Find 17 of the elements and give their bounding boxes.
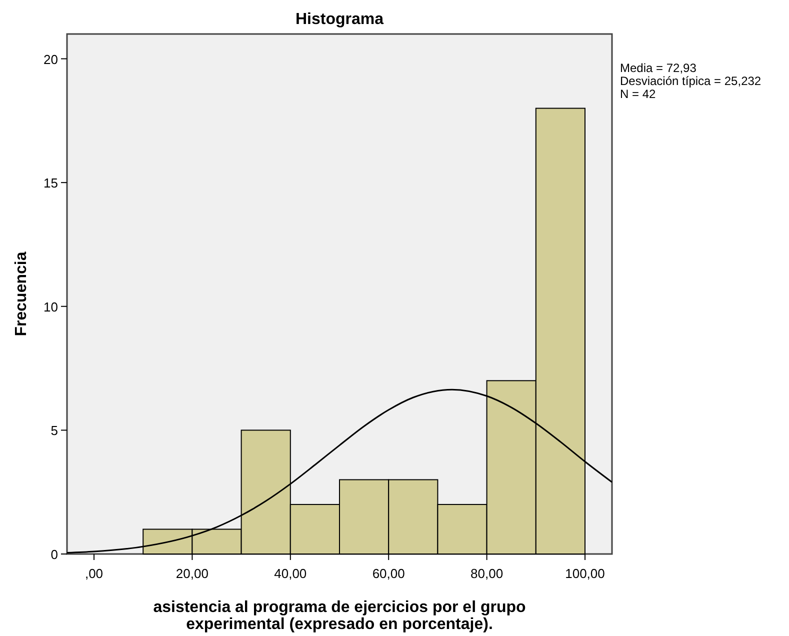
x-tick-label: 60,00 [372,566,405,581]
y-tick-label: 5 [50,423,58,438]
text: Media = 72,93 [620,61,697,75]
chart-title: Histograma [295,11,384,28]
x-axis-title: asistencia al programa de ejercicios por el grupo experimental (expresado en porcentaje). [153,599,526,633]
x-tick-label: 100,00 [565,566,605,581]
text: Desviación típica = 25,232 [620,74,762,88]
y-tick-label: 0 [50,547,58,562]
y-axis-title: Frecuencia [13,252,30,336]
text: N = 42 [620,87,656,101]
y-tick-label: 15 [44,176,58,191]
y-tick-label: 10 [44,299,58,314]
x-tick-label: ,00 [84,566,104,581]
x-tick-label: 40,00 [274,566,307,581]
y-tick-label: 20 [44,52,58,67]
x-tick-label: 20,00 [176,566,208,581]
x-tick-label: 80,00 [470,566,504,581]
